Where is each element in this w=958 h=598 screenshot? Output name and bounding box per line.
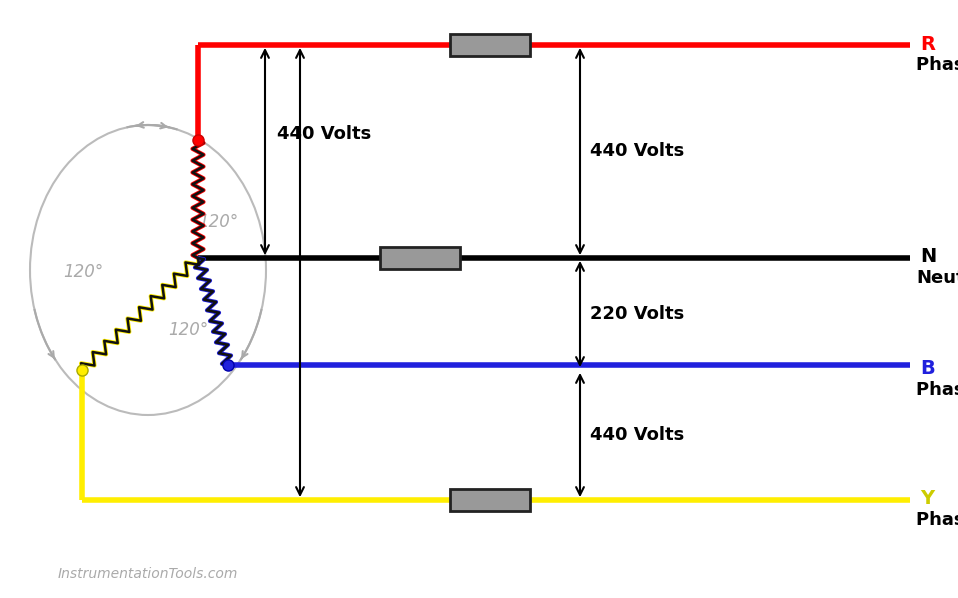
Text: B: B — [920, 359, 935, 379]
Bar — [450, 34, 530, 56]
Text: N: N — [920, 248, 936, 267]
Text: Phase 2: Phase 2 — [916, 381, 958, 399]
Text: 440 Volts: 440 Volts — [277, 126, 372, 144]
Text: Phase 3: Phase 3 — [916, 511, 958, 529]
Text: Y: Y — [920, 490, 934, 508]
Text: 440 Volts: 440 Volts — [590, 142, 684, 160]
Text: InstrumentationTools.com: InstrumentationTools.com — [57, 567, 239, 581]
Text: Neutral: Neutral — [916, 269, 958, 287]
Text: Phase 1: Phase 1 — [916, 56, 958, 74]
Text: 120°: 120° — [63, 263, 103, 281]
Text: 120°: 120° — [168, 321, 208, 339]
Bar — [450, 489, 530, 511]
Bar — [380, 247, 460, 269]
Text: R: R — [920, 35, 935, 53]
Text: 120°: 120° — [198, 213, 239, 231]
Text: 440 Volts: 440 Volts — [590, 426, 684, 444]
Text: 220 Volts: 220 Volts — [590, 305, 684, 323]
